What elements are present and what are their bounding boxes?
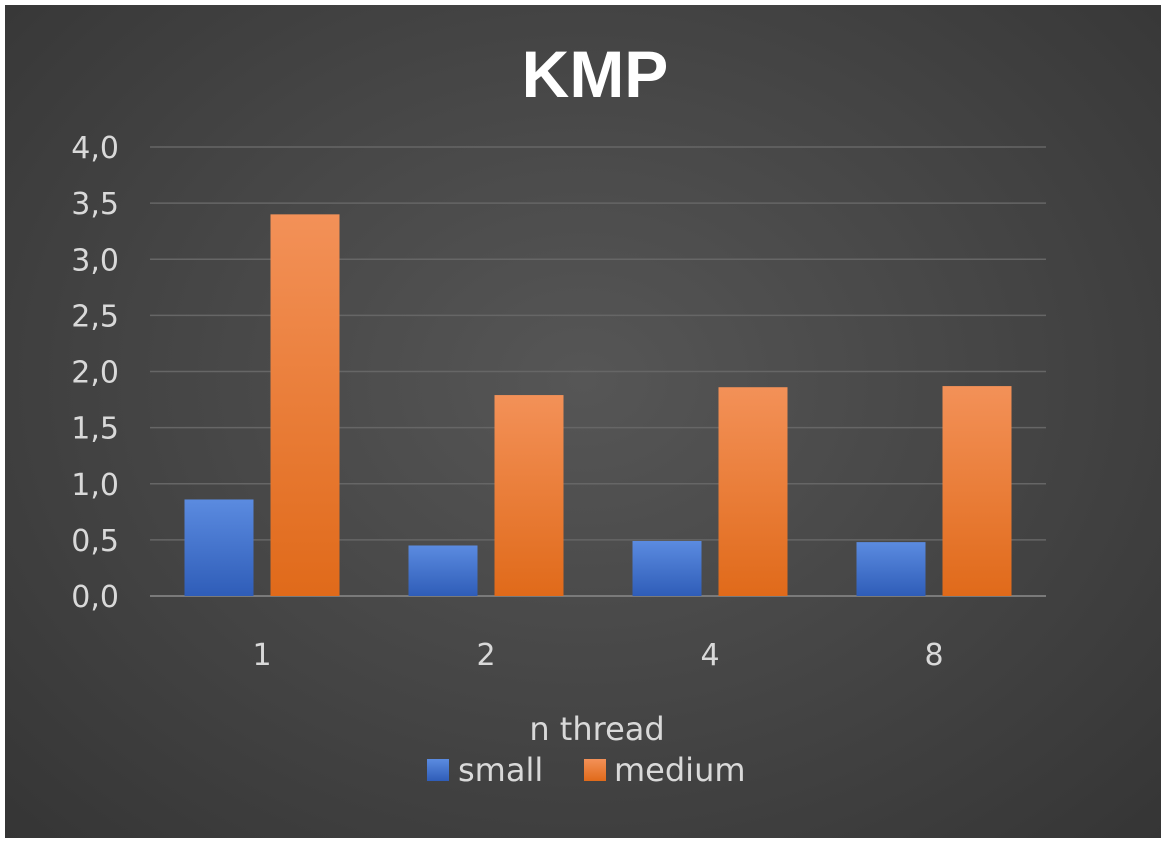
bar-medium-1: [270, 214, 340, 596]
y-tick-label: 2,5: [71, 299, 119, 334]
bar-medium-8: [942, 386, 1012, 596]
y-axis-tick-labels: 0,0 0,5 1,0 1,5 2,0 2,5 3,0 3,5 4,0: [71, 131, 119, 615]
bars: [184, 214, 1012, 596]
y-tick-label: 2,0: [71, 356, 119, 391]
y-tick-label: 1,5: [71, 412, 119, 447]
legend-label-medium: medium: [614, 751, 746, 789]
bar-medium-4: [718, 387, 788, 596]
bar-small-8: [856, 542, 926, 596]
chart-title: KMP: [522, 37, 669, 111]
y-tick-label: 3,5: [71, 187, 119, 222]
x-tick-label: 8: [924, 638, 943, 673]
chart-frame: KMP 0,0 0,5 1,0 1,5 2,0 2,5 3,0 3,5 4,0 1 2 4 8 n t…: [5, 5, 1161, 838]
bar-small-1: [184, 499, 254, 596]
bar-chart: KMP 0,0 0,5 1,0 1,5 2,0 2,5 3,0 3,5 4,0 1 2 4 8 n t…: [71, 37, 1046, 789]
bar-small-2: [408, 545, 478, 596]
y-tick-label: 0,0: [71, 580, 119, 615]
y-tick-label: 1,0: [71, 468, 119, 503]
y-tick-label: 4,0: [71, 131, 119, 166]
y-tick-label: 0,5: [71, 524, 119, 559]
legend-swatch-small: [427, 759, 449, 781]
legend-label-small: small: [458, 751, 543, 789]
x-axis-tick-labels: 1 2 4 8: [252, 638, 943, 673]
bar-medium-2: [494, 395, 564, 596]
x-tick-label: 1: [252, 638, 271, 673]
x-axis-title: n thread: [529, 710, 664, 748]
x-tick-label: 4: [700, 638, 719, 673]
bar-small-4: [632, 540, 702, 596]
legend: small medium: [427, 751, 746, 789]
legend-swatch-medium: [584, 759, 606, 781]
x-tick-label: 2: [476, 638, 495, 673]
y-tick-label: 3,0: [71, 243, 119, 278]
